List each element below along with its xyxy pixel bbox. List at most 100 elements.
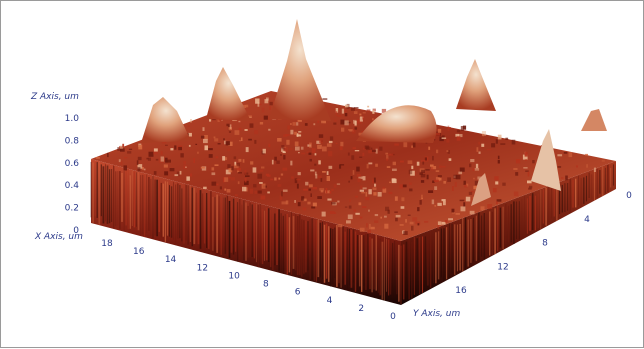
surface-speckle — [448, 218, 453, 221]
surface-speckle — [344, 109, 347, 113]
surface-speckle — [348, 180, 350, 183]
surface-speckle — [204, 145, 208, 151]
surface-speckle — [280, 173, 284, 176]
surface-speckle — [384, 215, 387, 218]
surface-speckle — [291, 176, 294, 179]
surface-speckle — [240, 137, 243, 141]
surface-speckle — [469, 163, 472, 168]
surface-speckle — [262, 148, 266, 154]
surface-speckle — [443, 181, 446, 184]
surface-speckle — [359, 156, 363, 158]
surface-speckle — [231, 166, 234, 171]
surface-speckle — [188, 144, 191, 147]
surface-speckle — [359, 113, 362, 116]
surface-speckle — [365, 146, 371, 151]
surface-speckle — [333, 184, 337, 188]
surface-speckle — [437, 202, 442, 206]
surface-speckle — [593, 167, 596, 172]
surface-speckle — [441, 199, 446, 202]
surface-speckle — [174, 145, 177, 150]
surface-speckle — [170, 148, 174, 151]
surface-speckle — [214, 138, 219, 142]
surface-speckle — [481, 131, 486, 136]
surface-speckle — [403, 231, 408, 235]
surface-speckle — [317, 119, 320, 123]
surface-speckle — [389, 181, 392, 184]
z-axis: Z Axis, um 0 0.2 0.4 0.6 0.8 1.0 — [30, 92, 79, 236]
surface-speckle — [470, 190, 474, 193]
surface-speckle — [446, 150, 449, 152]
surface-speckle — [481, 143, 485, 147]
surface-speckle — [296, 134, 302, 137]
peak-right — [456, 59, 496, 111]
surface-speckle — [163, 164, 168, 168]
x-tick-label: 4 — [327, 296, 333, 306]
surface-speckle — [341, 108, 345, 114]
surface-speckle — [200, 166, 205, 169]
surface-speckle — [263, 115, 268, 120]
surface-speckle — [502, 182, 506, 186]
surface-speckle — [528, 187, 532, 190]
surface-speckle — [337, 200, 340, 203]
surface-speckle — [244, 178, 247, 183]
surface-speckle — [424, 157, 427, 161]
surface-speckle — [365, 197, 370, 201]
surface-speckle — [421, 197, 423, 200]
surface-speckle — [127, 151, 132, 154]
surface-speckle — [311, 148, 316, 153]
surface-speckle — [469, 210, 475, 215]
surface-speckle — [367, 105, 370, 108]
surface-speckle — [304, 123, 308, 126]
surface-speckle — [358, 202, 362, 206]
surface-speckle — [431, 165, 434, 171]
surface-speckle — [203, 186, 207, 189]
surface-speckle — [195, 143, 198, 145]
surface-speckle — [351, 155, 355, 160]
surface-speckle — [117, 147, 122, 151]
surface-speckle — [452, 186, 454, 191]
surface-speckle — [327, 198, 332, 201]
surface-speckle — [300, 146, 304, 150]
surface-speckle — [437, 221, 442, 225]
surface-speckle — [478, 151, 481, 154]
surface-speckle — [348, 129, 353, 131]
surface-speckle — [474, 180, 479, 186]
surface-speckle — [326, 171, 329, 175]
surface-speckle — [362, 176, 366, 181]
surface-speckle — [294, 131, 297, 135]
surface-speckle — [166, 159, 171, 163]
y-tick-label: 16 — [455, 286, 467, 296]
surface-speckle — [511, 139, 516, 145]
surface-speckle — [421, 160, 425, 162]
surface-speckle — [459, 199, 465, 202]
surface-speckle — [208, 148, 213, 151]
surface-speckle — [244, 129, 248, 131]
surface-speckle — [436, 149, 439, 154]
surface-speckle — [282, 167, 288, 171]
surface-speckle — [282, 150, 286, 154]
surface-speckle — [197, 151, 199, 154]
y-axis: Y Axis, um 0 4 8 12 16 — [413, 191, 632, 319]
surface-speckle — [255, 98, 260, 104]
x-tick-label: 8 — [263, 280, 269, 290]
y-tick-label: 0 — [626, 191, 632, 201]
surface-speckle — [310, 193, 312, 197]
surface-speckle — [313, 123, 316, 126]
surface-speckle — [468, 191, 473, 195]
surface-speckle — [281, 201, 287, 205]
surface-speckle — [141, 167, 144, 170]
surface-speckle — [259, 182, 263, 184]
surface-speckle — [368, 149, 372, 154]
surface-speckle — [494, 176, 499, 181]
surface-speckle — [394, 143, 399, 146]
surface-speckle — [401, 197, 405, 202]
surface-speckle — [447, 177, 451, 182]
surface-speckle — [294, 200, 296, 203]
surface-speckle — [296, 183, 299, 189]
surface-speckle — [497, 159, 500, 164]
surface-speckle — [245, 104, 249, 108]
x-tick-label: 10 — [228, 271, 240, 281]
surface-speckle — [424, 220, 429, 223]
x-tick-label: 6 — [295, 288, 301, 298]
surface-speckle — [250, 161, 254, 165]
